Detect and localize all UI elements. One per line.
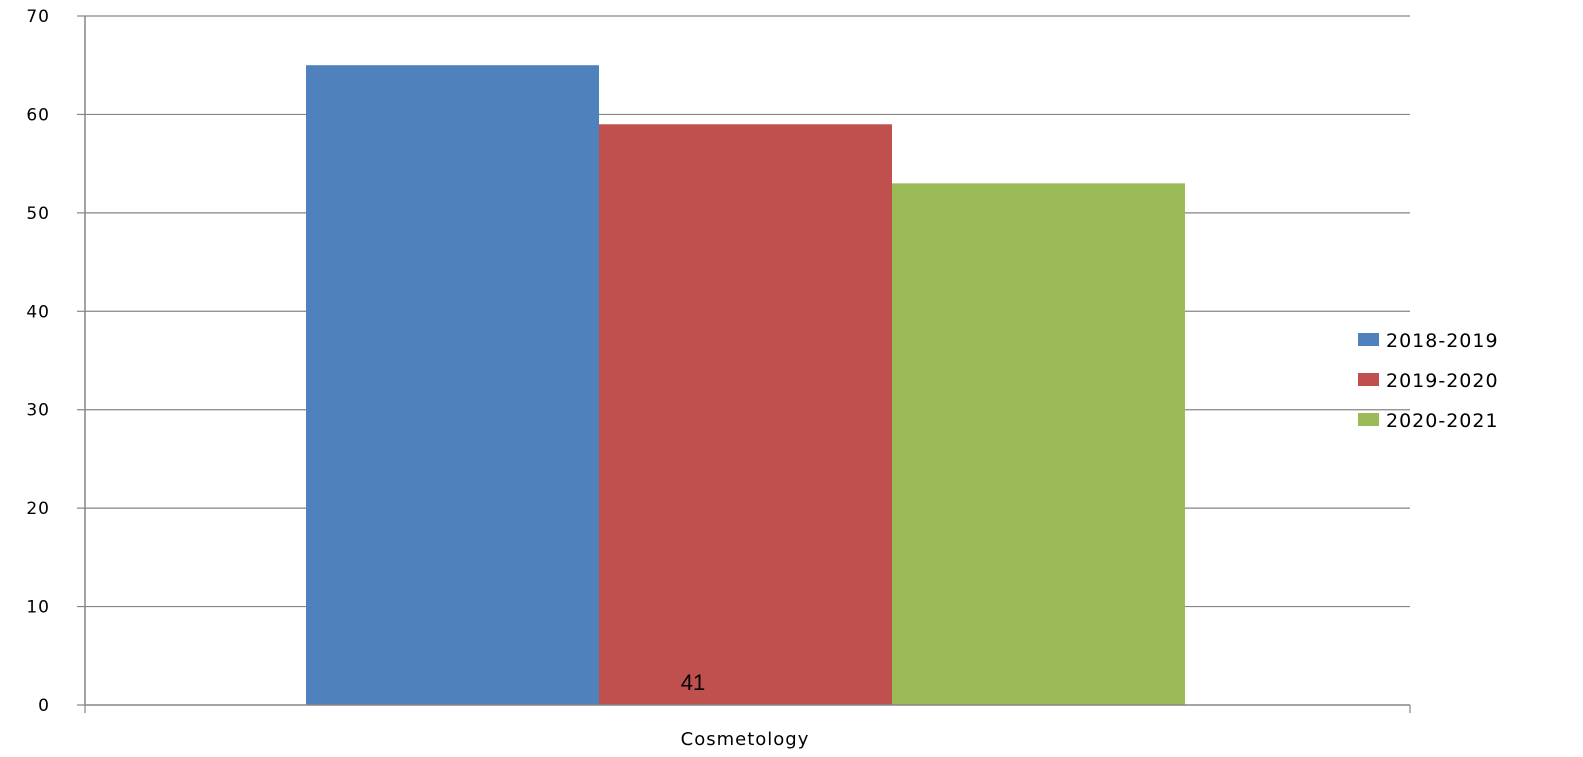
y-tick-label: 30: [26, 401, 50, 421]
y-tick-labels: 0 10 20 30 40 50 60 70: [26, 7, 1411, 716]
bar-2018-2019: [306, 65, 599, 705]
bar-2020-2021: [892, 183, 1185, 706]
x-category-label: Cosmetology: [681, 729, 810, 750]
y-tick-label: 40: [26, 302, 50, 322]
legend-swatch: [1358, 333, 1379, 346]
legend-label: 2019-2020: [1386, 370, 1499, 392]
y-tick-label: 50: [26, 204, 50, 224]
legend-swatch: [1358, 373, 1379, 386]
legend: 2018-2019 2019-2020 2020-2021: [1358, 330, 1499, 432]
y-tick-label: 10: [26, 598, 50, 618]
legend-label: 2020-2021: [1386, 410, 1499, 432]
axes: [84, 16, 1410, 706]
annotation-label: 41: [681, 670, 705, 695]
y-tick-label: 60: [26, 105, 50, 125]
y-tick-label: 0: [38, 696, 50, 716]
bars: [306, 65, 1185, 706]
y-tick-label: 20: [26, 499, 50, 519]
legend-swatch: [1358, 413, 1379, 426]
legend-label: 2018-2019: [1386, 330, 1499, 352]
bar-2019-2020: [599, 124, 892, 706]
y-tick-label: 70: [26, 7, 50, 27]
